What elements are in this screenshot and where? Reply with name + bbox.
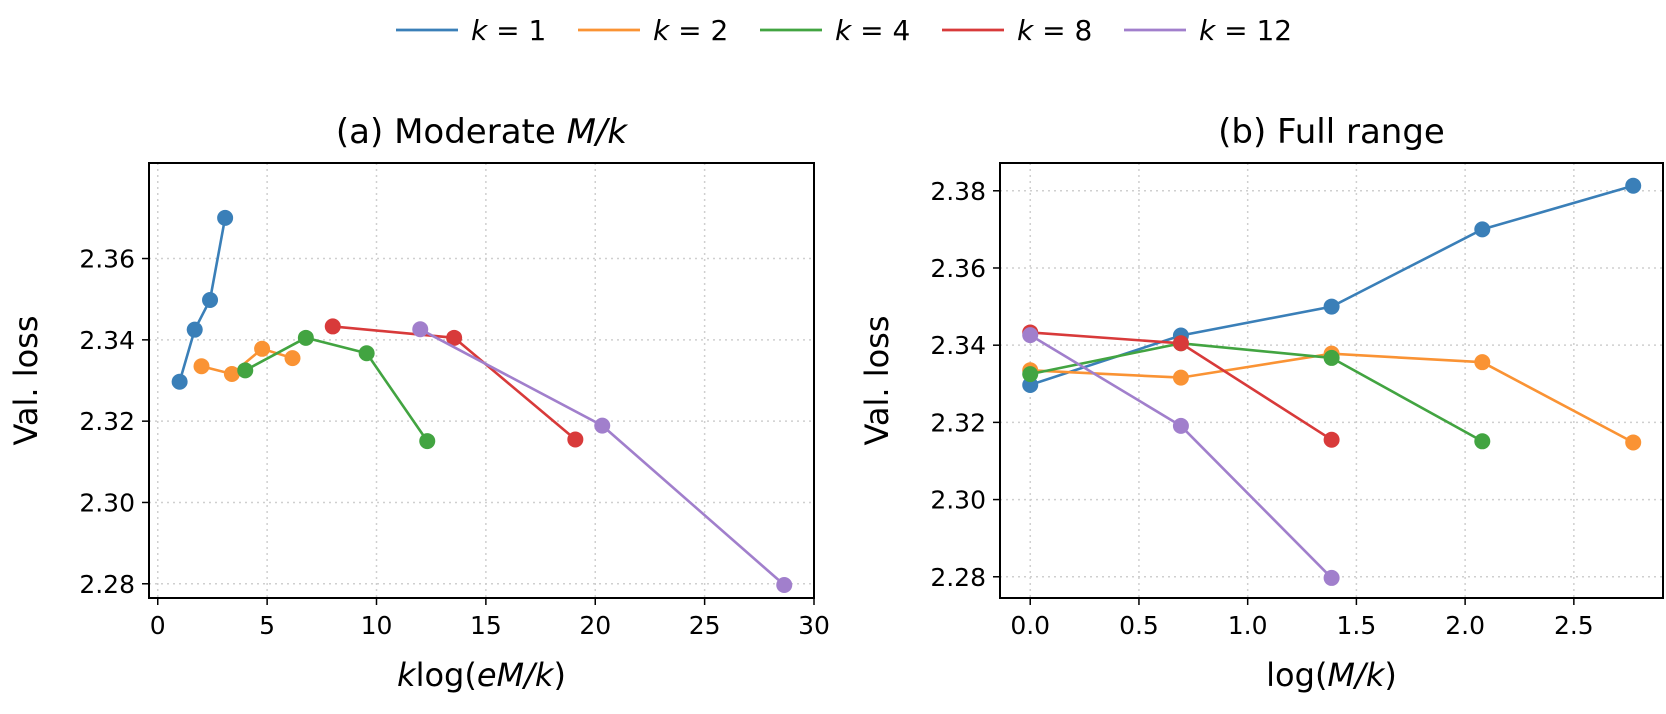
x-tick-label: 1.5 xyxy=(1337,611,1377,640)
panel-title: (b) Full range xyxy=(1218,112,1445,152)
x-tick-label: 2.0 xyxy=(1445,611,1485,640)
data-point xyxy=(1625,434,1642,451)
data-point xyxy=(1323,431,1340,448)
y-tick-label: 2.32 xyxy=(79,407,135,436)
x-tick-label: 0.5 xyxy=(1119,611,1159,640)
x-axis-label: klog(eM/k) xyxy=(397,656,566,694)
data-point xyxy=(284,350,301,367)
data-point xyxy=(297,329,314,346)
data-point xyxy=(1172,335,1189,352)
y-tick-label: 2.34 xyxy=(930,331,986,360)
data-point xyxy=(202,292,219,309)
y-tick-label: 2.30 xyxy=(930,486,986,515)
series-k12 xyxy=(412,321,793,593)
data-point xyxy=(1323,298,1340,315)
y-tick-label: 2.28 xyxy=(79,570,135,599)
series-line xyxy=(1030,352,1634,444)
x-tick-label: 0.0 xyxy=(1010,611,1050,640)
panel-a-moderate: 0 5 10 15 20 25 30 2.28 2.30 2.32 2.34 2.36 (a) Mode… xyxy=(7,112,830,694)
data-point xyxy=(324,318,341,335)
plot-frame xyxy=(999,162,1664,599)
y-tick-label: 2.36 xyxy=(930,254,986,283)
y-tick-label: 2.38 xyxy=(930,177,986,206)
panel-b-full-range: 0.0 0.5 1.0 1.5 2.0 2.5 2.28 2.30 2.32 2.34 2.36 2.… xyxy=(858,112,1664,694)
x-tick-label: 25 xyxy=(689,611,721,640)
data-point xyxy=(1172,417,1189,434)
x-axis-label: log(M/k) xyxy=(1266,656,1397,694)
series-line xyxy=(1029,341,1483,443)
data-point xyxy=(193,358,210,375)
data-point xyxy=(446,329,463,346)
series-k4 xyxy=(237,329,436,450)
legend-entry: k = 12 xyxy=(1124,14,1292,47)
series-k8 xyxy=(324,318,584,448)
y-tick-label: 2.30 xyxy=(79,488,135,517)
data-point xyxy=(186,321,203,338)
plot-frame xyxy=(148,162,815,599)
legend-label: k = 2 xyxy=(653,14,728,47)
legend: k = 1 k = 2 k = 4 k = 8 k = 12 xyxy=(396,14,1292,47)
x-tick-label: 2.5 xyxy=(1554,611,1594,640)
data-point xyxy=(1022,366,1039,383)
data-point xyxy=(412,321,429,338)
series-line xyxy=(419,328,786,586)
series-line xyxy=(244,336,429,442)
data-point xyxy=(1323,569,1340,586)
legend-label: k = 1 xyxy=(471,14,546,47)
y-tick-label: 2.32 xyxy=(930,408,986,437)
x-tick-label: 1.0 xyxy=(1228,611,1268,640)
x-tick-label: 15 xyxy=(470,611,502,640)
series-k12 xyxy=(1022,327,1340,586)
x-tick-label: 20 xyxy=(579,611,611,640)
data-point xyxy=(254,340,271,357)
data-point xyxy=(223,365,240,382)
data-point xyxy=(358,345,375,362)
data-point xyxy=(171,373,188,390)
data-point xyxy=(237,362,254,379)
panel-title: (a) Moderate M/k xyxy=(336,112,628,152)
data-point xyxy=(217,209,234,226)
y-tick-label: 2.28 xyxy=(930,563,986,592)
data-point xyxy=(594,417,611,434)
series-line xyxy=(178,217,227,383)
data-point xyxy=(1172,369,1189,386)
data-point xyxy=(1474,433,1491,450)
y-tick-label: 2.34 xyxy=(79,326,135,355)
data-point xyxy=(567,431,584,448)
y-tick-label: 2.36 xyxy=(79,245,135,274)
legend-label: k = 4 xyxy=(835,14,910,47)
legend-label: k = 8 xyxy=(1017,14,1092,47)
legend-entry: k = 2 xyxy=(578,14,728,47)
data-point xyxy=(1323,349,1340,366)
data-point xyxy=(1625,177,1642,194)
data-point xyxy=(1022,327,1039,344)
data-point xyxy=(776,576,793,593)
data-point xyxy=(1474,354,1491,371)
y-axis-label: Val. loss xyxy=(7,315,45,445)
x-tick-label: 0 xyxy=(150,611,166,640)
legend-entry: k = 8 xyxy=(942,14,1092,47)
x-tick-label: 30 xyxy=(798,611,830,640)
x-tick-label: 10 xyxy=(361,611,393,640)
legend-entry: k = 4 xyxy=(760,14,910,47)
data-point xyxy=(419,433,436,450)
legend-label: k = 12 xyxy=(1199,14,1292,47)
data-point xyxy=(1474,221,1491,238)
x-tick-label: 5 xyxy=(259,611,275,640)
series-k1 xyxy=(171,209,234,390)
legend-entry: k = 1 xyxy=(396,14,546,47)
y-axis-label: Val. loss xyxy=(858,315,896,445)
